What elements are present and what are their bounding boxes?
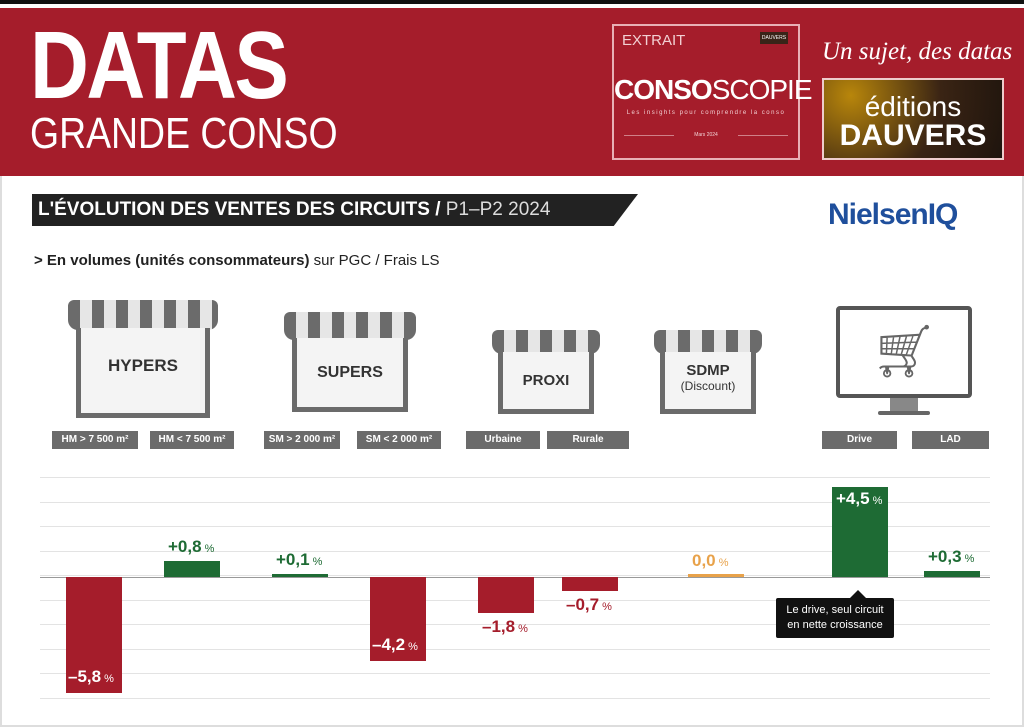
extract-label: EXTRAIT [622, 32, 686, 49]
value-label: +4,5 % [836, 489, 883, 508]
sdmp-label: SDMP [686, 362, 730, 379]
gridline [40, 697, 990, 699]
value-label: +0,1 % [276, 550, 323, 569]
value-label: +0,8 % [168, 537, 215, 556]
gridline [40, 624, 990, 625]
extract-tagline: Les insights pour comprendre la conso [626, 110, 786, 116]
bar [832, 487, 888, 577]
awning [492, 330, 600, 354]
gridline [40, 673, 990, 674]
nielseniq-logo: NielsenIQ [828, 198, 958, 231]
header-title: DATAS [30, 12, 289, 119]
title-text: L'ÉVOLUTION DES VENTES DES CIRCUITS / [38, 199, 441, 220]
computer-cart-icon: 🛒︎ [836, 306, 972, 398]
gridline [40, 550, 990, 552]
extract-date: Mars 2024 [694, 132, 718, 138]
gridline [40, 477, 990, 478]
chart-subtitle: > En volumes (unités consommateurs) sur … [34, 252, 440, 269]
bar [688, 574, 744, 577]
value-label: –5,8 % [68, 667, 114, 686]
gridline [40, 575, 990, 576]
supers-store-icon: SUPERS [284, 312, 416, 412]
proxi-label: PROXI [498, 352, 594, 414]
logo-line1: éditions [864, 91, 962, 122]
logo-line2: DAUVERS [839, 119, 987, 152]
category-label: LAD [912, 431, 989, 449]
bar [164, 561, 220, 577]
brand-bold: CONSO [614, 74, 713, 105]
supers-label: SUPERS [292, 338, 408, 412]
sdmp-store-icon: SDMP (Discount) [654, 330, 762, 414]
awning [284, 312, 416, 340]
monitor-foot [878, 411, 930, 415]
sdmp-sublabel: (Discount) [680, 379, 736, 393]
mini-logo: DAUVERS [760, 32, 788, 44]
category-label: Rurale [547, 431, 629, 449]
gridline [40, 501, 990, 503]
callout-line2: en nette croissance [787, 619, 883, 631]
value-label: –0,7 % [566, 595, 612, 614]
category-label: Drive [822, 431, 897, 449]
cart-icon: 🛒︎ [870, 323, 937, 381]
value-label: –4,2 % [372, 635, 418, 654]
monitor-stand [890, 398, 918, 412]
bar [924, 571, 980, 577]
bar [370, 577, 426, 661]
awning [654, 330, 762, 354]
divider [738, 135, 788, 136]
bar [562, 577, 618, 591]
bar [66, 577, 122, 693]
header-subtitle: GRANDE CONSO [30, 109, 338, 158]
slogan: Un sujet, des datas [822, 38, 1013, 65]
consoscopie-extract: EXTRAIT DAUVERS CONSOSCOPIE Les insights… [612, 24, 812, 160]
category-label: SM > 2 000 m² [264, 431, 340, 449]
callout-line1: Le drive, seul circuit [786, 604, 884, 616]
hypers-label: HYPERS [76, 328, 210, 418]
drive-callout: Le drive, seul circuit en nette croissanc… [776, 590, 894, 638]
proxi-store-icon: PROXI [492, 330, 600, 414]
subtitle-rest: sur PGC / Frais LS [309, 252, 440, 269]
consoscopie-logo: CONSOSCOPIE [614, 74, 812, 106]
bar [478, 577, 534, 613]
brand-light: SCOPIE [711, 74, 813, 105]
period: P1–P2 2024 [445, 199, 551, 220]
sdmp-box: SDMP (Discount) [660, 352, 756, 414]
category-label: HM < 7 500 m² [150, 431, 234, 449]
value-label: –1,8 % [482, 617, 528, 636]
category-label: HM > 7 500 m² [52, 431, 138, 449]
header-banner: DATAS GRANDE CONSO EXTRAIT DAUVERS CONSO… [0, 8, 1024, 176]
divider [624, 135, 674, 136]
gridline [40, 526, 990, 527]
editions-dauvers-logo: éditions DAUVERS [822, 78, 1004, 160]
category-label: SM < 2 000 m² [357, 431, 441, 449]
subtitle-bold: > En volumes (unités consommateurs) [34, 252, 310, 269]
hypers-store-icon: HYPERS [68, 300, 218, 418]
value-label: +0,3 % [928, 547, 975, 566]
awning [68, 300, 218, 330]
section-title: L'ÉVOLUTION DES VENTES DES CIRCUITS / P1… [32, 194, 638, 226]
bar [272, 574, 328, 577]
gridline [40, 648, 990, 650]
category-label: Urbaine [466, 431, 540, 449]
value-label: 0,0 % [692, 551, 729, 570]
